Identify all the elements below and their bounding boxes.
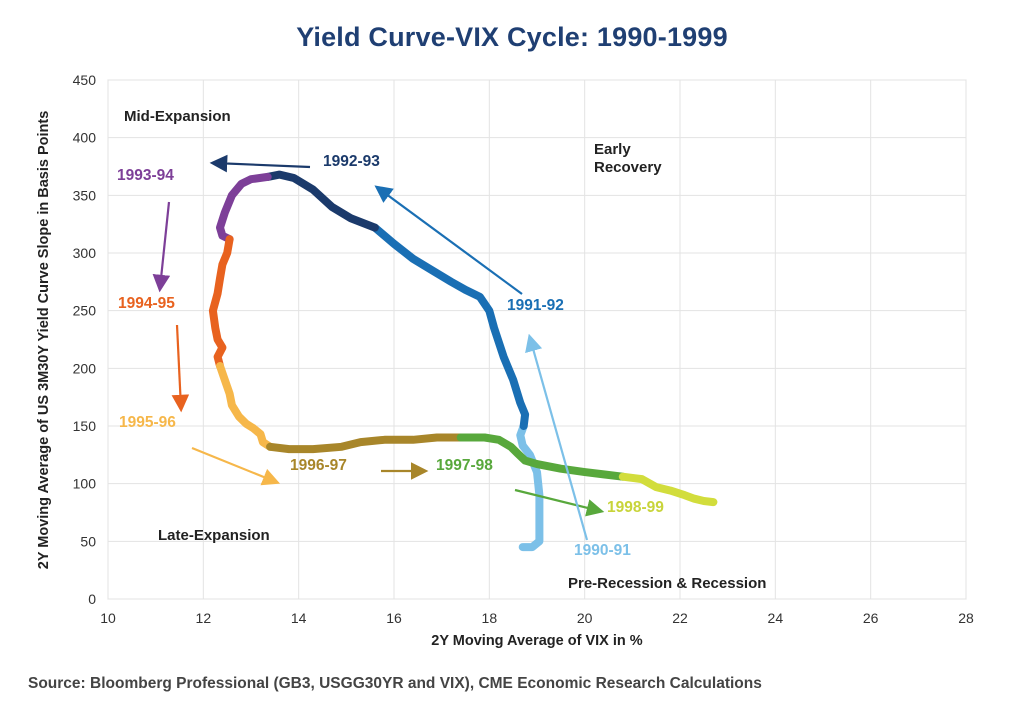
region-mid-expansion: Mid-Expansion — [124, 108, 231, 125]
arrow-1992-93 — [209, 154, 311, 173]
region-recovery: Recovery — [594, 159, 662, 176]
x-tick-label: 24 — [768, 610, 784, 626]
series-line-1998-99 — [618, 472, 718, 507]
x-tick-label: 14 — [291, 610, 307, 626]
series-line-1995-96 — [216, 362, 275, 451]
y-tick-label: 350 — [73, 187, 97, 203]
series-line-1993-94 — [216, 172, 272, 244]
x-tick-label: 18 — [482, 610, 498, 626]
arrow-1990-91 — [525, 333, 589, 541]
series-line-1992-93 — [263, 170, 379, 232]
period-label-1993-94: 1993-94 — [117, 167, 174, 184]
series-line-1991-92 — [370, 223, 530, 430]
y-tick-label: 450 — [73, 72, 97, 88]
arrow-1993-94 — [152, 201, 171, 293]
series-line-1997-98 — [456, 433, 627, 481]
region-pre-recession: Pre-Recession & Recession — [568, 575, 766, 592]
series-line-1996-97 — [266, 433, 465, 454]
period-label-1990-91: 1990-91 — [574, 542, 631, 559]
y-tick-label: 400 — [73, 130, 97, 146]
x-axis-label: 2Y Moving Average of VIX in % — [431, 633, 642, 649]
series-line-1994-95 — [208, 235, 234, 370]
period-label-1996-97: 1996-97 — [290, 457, 347, 474]
period-label-1992-93: 1992-93 — [323, 153, 380, 170]
source-note: Source: Bloomberg Professional (GB3, USG… — [28, 675, 762, 692]
arrow-1991-92 — [374, 185, 523, 295]
y-tick-label: 50 — [80, 533, 96, 549]
y-axis-label: 2Y Moving Average of US 3M30Y Yield Curv… — [36, 111, 52, 570]
x-tick-label: 22 — [672, 610, 688, 626]
period-label-1991-92: 1991-92 — [507, 297, 564, 314]
tick-labels: 0 50 100 150 200 250 300 350 400 450 10 12 14 16 18 20 2… — [73, 72, 974, 626]
period-label-1994-95: 1994-95 — [118, 295, 175, 312]
series-lines — [208, 170, 718, 552]
period-label-1997-98: 1997-98 — [436, 457, 493, 474]
y-tick-label: 150 — [73, 418, 97, 434]
y-tick-label: 200 — [73, 360, 97, 376]
period-label-1998-99: 1998-99 — [607, 499, 664, 516]
x-tick-label: 12 — [196, 610, 212, 626]
chart-title: Yield Curve-VIX Cycle: 1990-1999 — [296, 22, 728, 52]
x-tick-label: 20 — [577, 610, 593, 626]
x-tick-label: 16 — [386, 610, 402, 626]
y-tick-label: 250 — [73, 303, 97, 319]
region-early: Early — [594, 141, 631, 158]
x-tick-label: 28 — [958, 610, 974, 626]
y-tick-label: 100 — [73, 476, 97, 492]
arrow-1997-98 — [514, 488, 605, 517]
grid — [107, 79, 967, 600]
x-tick-label: 10 — [100, 610, 116, 626]
period-label-1995-96: 1995-96 — [119, 414, 176, 431]
arrow-1994-95 — [171, 324, 190, 413]
series-line-1990-91 — [516, 422, 544, 552]
region-late-expansion: Late-Expansion — [158, 527, 270, 544]
y-tick-label: 300 — [73, 245, 97, 261]
arrow-1995-96 — [191, 446, 281, 486]
x-tick-label: 26 — [863, 610, 879, 626]
y-tick-label: 0 — [88, 591, 96, 607]
